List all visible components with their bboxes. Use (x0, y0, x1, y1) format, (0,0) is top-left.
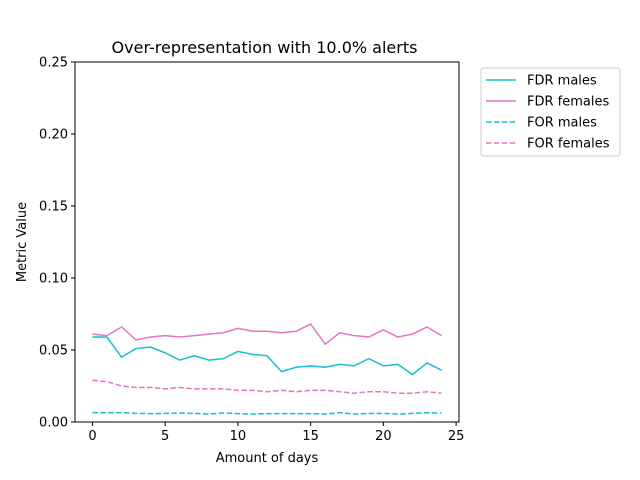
x-axis: 0 5 10 15 20 25 (88, 422, 464, 444)
y-axis-label: Metric Value (15, 202, 30, 282)
legend-label: FOR females (527, 137, 610, 152)
y-axis: 0.00 0.05 0.10 0.15 0.20 0.25 (39, 56, 75, 431)
legend-label: FDR females (527, 95, 609, 110)
x-tick-label: 20 (375, 429, 392, 444)
series-line-for-males (92, 411, 442, 415)
series-layer (92, 323, 442, 415)
y-tick-label: 0.25 (39, 56, 68, 71)
x-tick-label: 10 (230, 429, 247, 444)
x-axis-label: Amount of days (216, 451, 319, 466)
y-tick-label: 0.05 (39, 344, 68, 359)
legend-frame (480, 67, 621, 157)
chart-title: Over-representation with 10.0% alerts (112, 38, 418, 57)
legend-label: FOR males (527, 116, 597, 131)
y-tick-label: 0.15 (39, 200, 68, 215)
y-tick-label: 0.00 (39, 416, 68, 431)
x-tick-label: 5 (161, 429, 169, 444)
plot-area-frame (74, 61, 460, 423)
y-tick-label: 0.20 (39, 128, 68, 143)
x-tick-label: 25 (448, 429, 465, 444)
legend-label: FDR males (527, 74, 597, 89)
legend: FDR males FDR females FOR males FOR females (480, 67, 621, 157)
y-tick-label: 0.10 (39, 272, 68, 287)
x-tick-label: 0 (88, 429, 96, 444)
x-tick-label: 15 (302, 429, 319, 444)
series-line-fdr-males (92, 336, 442, 376)
series-line-for-females (92, 379, 442, 394)
series-line-fdr-females (92, 323, 442, 345)
